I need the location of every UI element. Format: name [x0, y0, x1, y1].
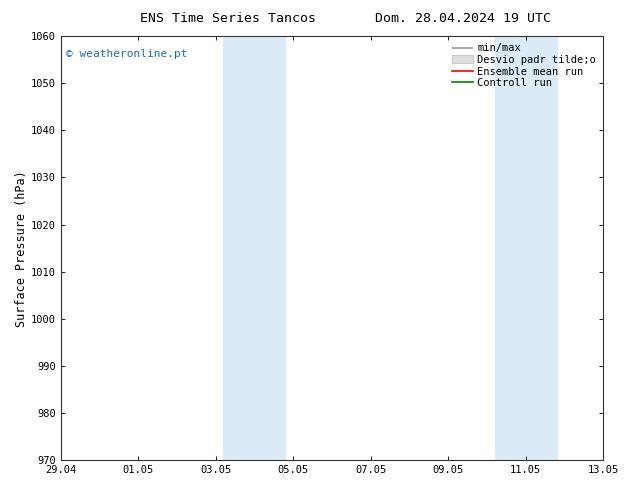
Bar: [223, 36, 254, 460]
Legend: min/max, Desvio padr tilde;o, Ensemble mean run, Controll run: min/max, Desvio padr tilde;o, Ensemble m…: [450, 41, 598, 90]
Bar: [495, 36, 526, 460]
Text: © weatheronline.pt: © weatheronline.pt: [66, 49, 188, 59]
Bar: [254, 36, 285, 460]
Y-axis label: Surface Pressure (hPa): Surface Pressure (hPa): [15, 170, 28, 326]
Text: ENS Time Series Tancos: ENS Time Series Tancos: [140, 12, 316, 25]
Bar: [526, 36, 557, 460]
Text: Dom. 28.04.2024 19 UTC: Dom. 28.04.2024 19 UTC: [375, 12, 551, 25]
